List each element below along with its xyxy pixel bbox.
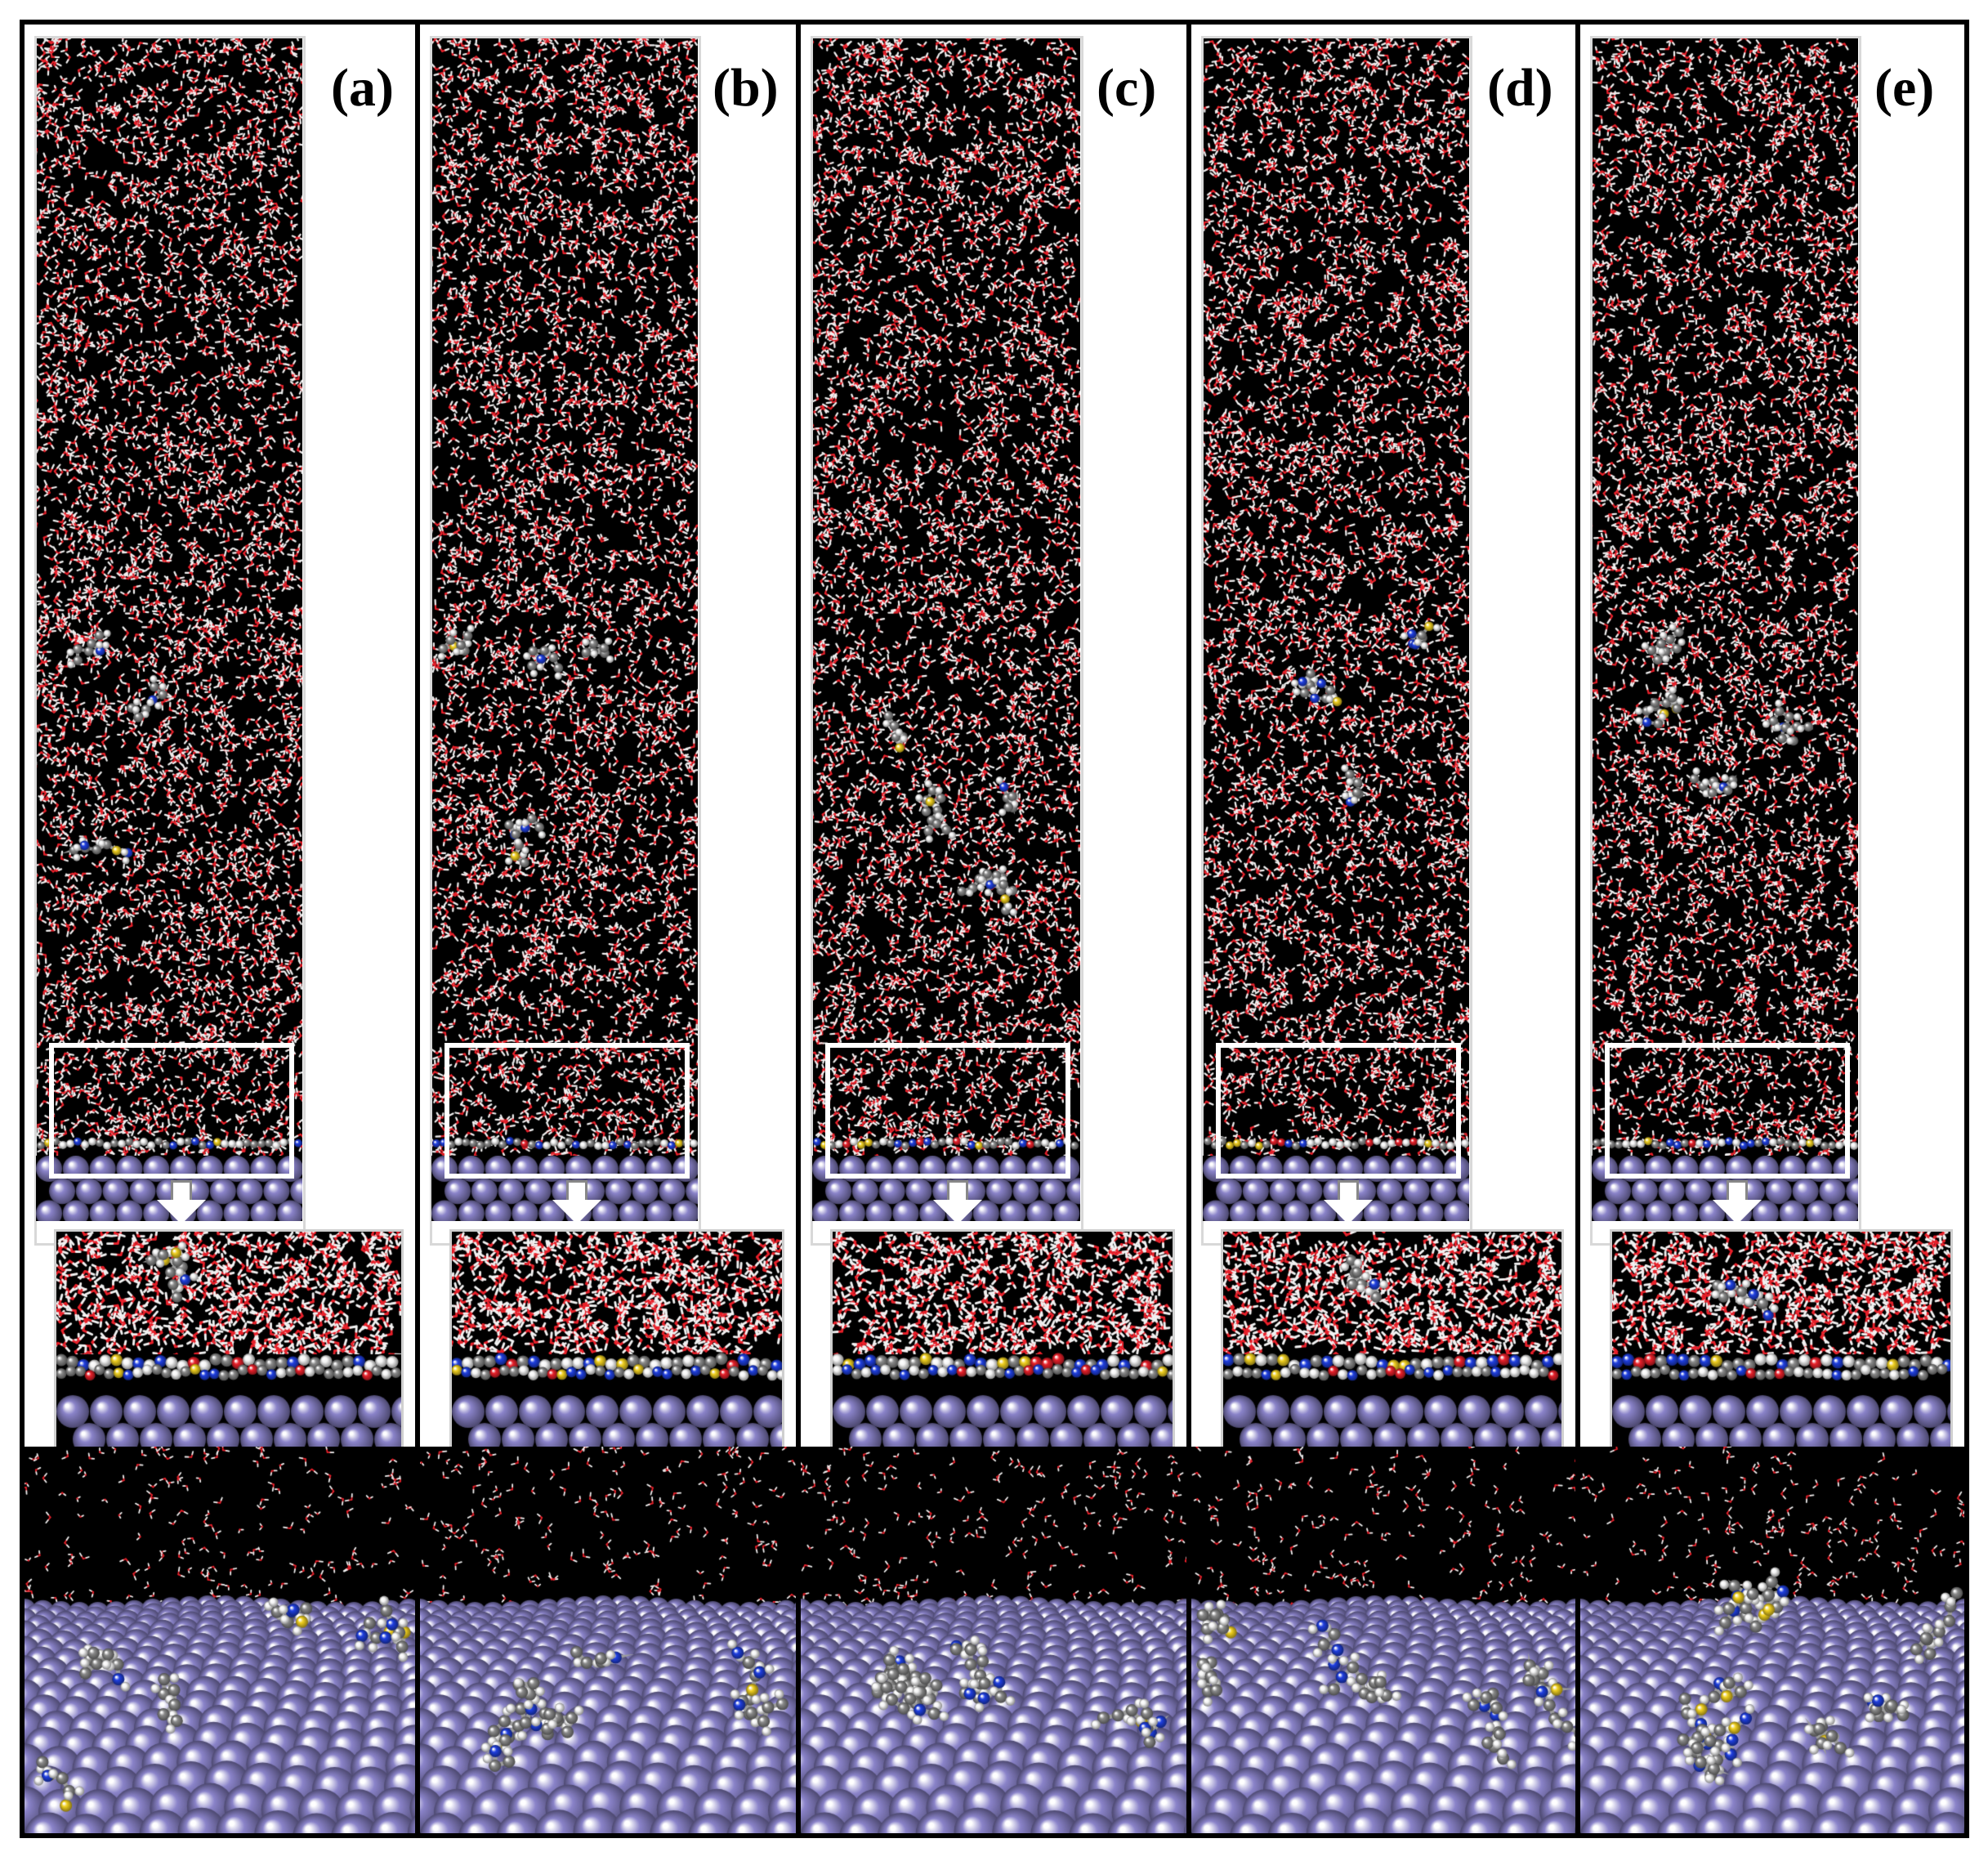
metal-slab — [1203, 1156, 1469, 1221]
panel-label: (d) — [1487, 58, 1553, 118]
panel-label: (c) — [1097, 58, 1157, 118]
zoomed-interface — [452, 1232, 782, 1456]
simulation-box — [431, 36, 698, 1156]
zoomed-interface-view — [1610, 1229, 1953, 1458]
zoom-selection-box — [1216, 1043, 1461, 1179]
simulation-box — [1203, 36, 1469, 1156]
panel-label: (a) — [331, 58, 394, 118]
perspective-render — [801, 1447, 1186, 1833]
panel-e: (e) — [1575, 20, 1969, 1838]
zoom-selection-box — [825, 1043, 1070, 1179]
panel-c: (c) — [796, 20, 1191, 1838]
zoomed-interface-view — [449, 1229, 784, 1458]
water-column — [1592, 36, 1858, 1156]
zoom-selection-box — [445, 1043, 690, 1179]
perspective-render — [25, 1447, 415, 1833]
water-column — [36, 36, 302, 1156]
water-column — [812, 36, 1080, 1156]
perspective-surface-view — [1191, 1447, 1575, 1833]
zoomed-interface-view — [54, 1229, 404, 1458]
panel-a: (a) — [20, 20, 420, 1838]
zoomed-interface — [1612, 1232, 1950, 1456]
perspective-surface-view — [801, 1447, 1186, 1833]
panel-label: (b) — [713, 58, 779, 118]
zoomed-interface — [56, 1232, 401, 1456]
zoom-selection-box — [1605, 1043, 1850, 1179]
water-column — [431, 36, 698, 1156]
perspective-surface-view — [25, 1447, 415, 1833]
zoomed-interface — [833, 1232, 1173, 1456]
panel-label: (e) — [1874, 58, 1935, 118]
simulation-box — [1592, 36, 1858, 1156]
panel-b: (b) — [415, 20, 801, 1838]
perspective-surface-view — [1580, 1447, 1964, 1833]
zoomed-interface — [1223, 1232, 1561, 1456]
zoomed-interface-view — [830, 1229, 1175, 1458]
water-column — [1203, 36, 1469, 1156]
perspective-render — [1191, 1447, 1575, 1833]
perspective-render — [1580, 1447, 1964, 1833]
zoomed-interface-view — [1221, 1229, 1564, 1458]
panel-d: (d) — [1186, 20, 1580, 1838]
simulation-box — [36, 36, 302, 1156]
zoom-selection-box — [49, 1043, 294, 1179]
simulation-box — [812, 36, 1080, 1156]
perspective-render — [420, 1447, 796, 1833]
perspective-surface-view — [420, 1447, 796, 1833]
